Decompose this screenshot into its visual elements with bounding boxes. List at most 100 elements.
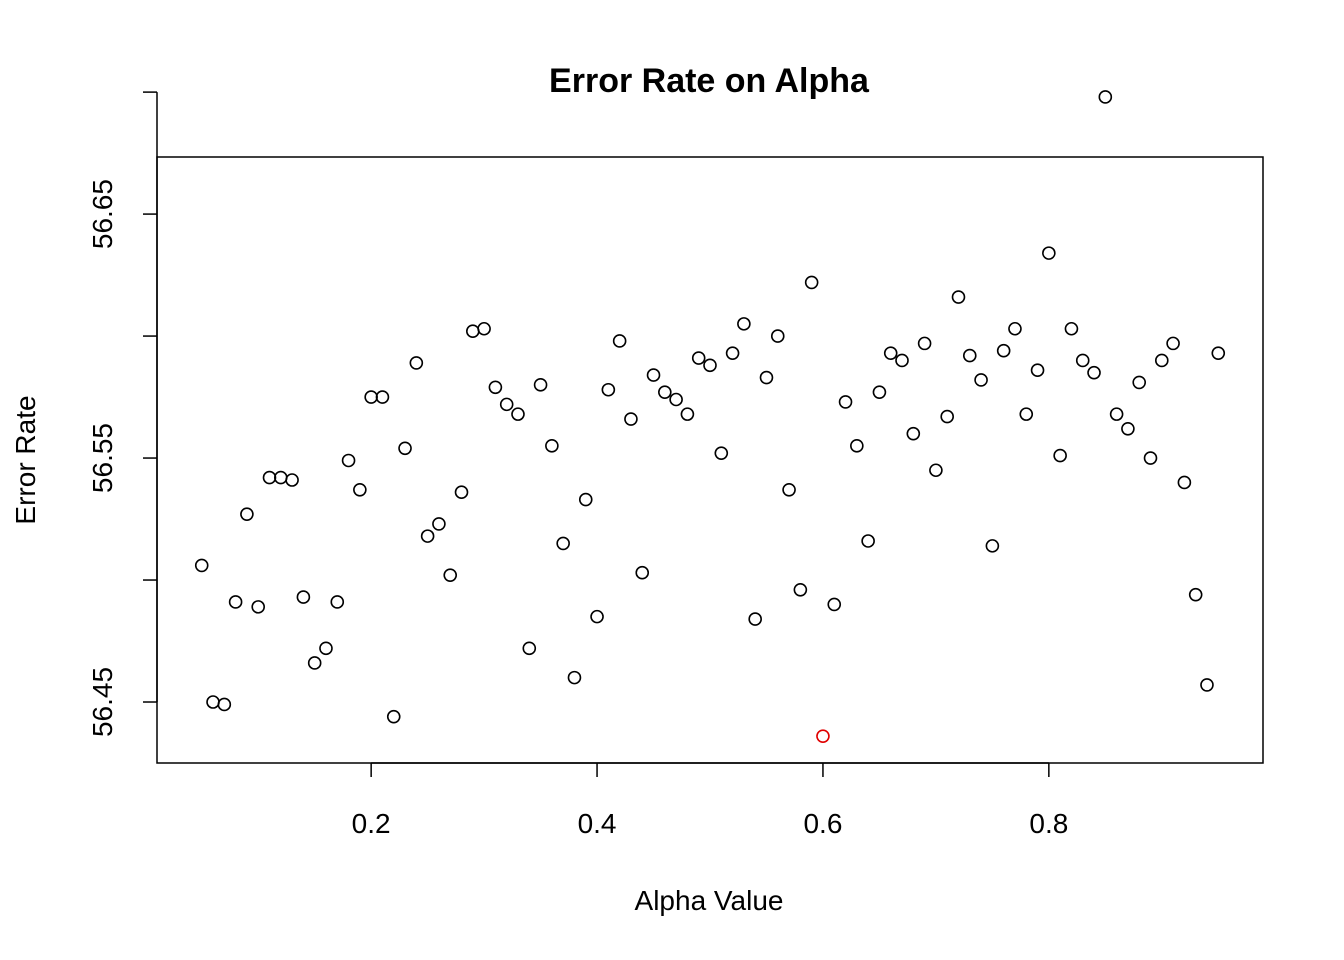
data-point — [658, 385, 672, 399]
data-point — [217, 697, 232, 712]
data-point — [545, 439, 559, 453]
y-axis: 56.45 56.55 56.65 — [87, 91, 158, 737]
data-point — [511, 407, 525, 421]
data-point — [319, 641, 333, 656]
y-tick-label: 56.65 — [87, 179, 118, 249]
data-point — [454, 485, 469, 500]
data-point — [432, 517, 446, 531]
data-point — [906, 426, 921, 441]
x-tick-label: 0.2 — [352, 808, 391, 839]
data-point — [759, 370, 774, 385]
data-point — [206, 695, 220, 709]
data-point — [499, 397, 514, 412]
data-point — [680, 407, 695, 421]
data-point — [285, 473, 299, 487]
x-axis: 0.2 0.4 0.6 0.8 — [352, 762, 1068, 839]
data-point — [612, 334, 627, 348]
data-point — [590, 609, 604, 624]
data-point — [353, 482, 367, 497]
data-point — [861, 534, 875, 548]
data-point — [782, 482, 796, 497]
data-point — [1064, 321, 1079, 336]
data-point — [646, 368, 661, 382]
data-point — [1042, 246, 1056, 260]
data-point — [940, 409, 954, 424]
data-point — [251, 600, 266, 614]
x-tick-label: 0.4 — [578, 808, 617, 839]
y-axis-label: Error Rate — [10, 395, 41, 524]
data-point — [974, 373, 988, 387]
data-point — [1154, 353, 1169, 368]
data-point — [850, 439, 864, 453]
data-point — [1132, 375, 1147, 390]
data-point — [838, 395, 853, 409]
data-point — [273, 470, 288, 485]
data-point — [1143, 451, 1158, 465]
data-point — [364, 390, 378, 404]
data-point — [443, 568, 458, 582]
data-point — [1098, 90, 1113, 104]
x-axis-label: Alpha Value — [635, 885, 784, 916]
data-point — [1211, 346, 1226, 360]
data-point — [1121, 421, 1135, 436]
data-point — [804, 275, 819, 290]
plot-frame — [156, 156, 1264, 764]
data-point — [1188, 587, 1203, 602]
data-point — [307, 656, 322, 670]
data-point — [466, 324, 480, 338]
data-point — [635, 565, 650, 580]
data-point — [725, 346, 740, 360]
data-point — [262, 470, 277, 485]
data-point — [1166, 336, 1180, 351]
data-point — [1030, 363, 1045, 378]
data-point — [895, 353, 909, 368]
data-point — [1019, 407, 1034, 421]
data-point — [748, 612, 762, 626]
data-point — [827, 597, 842, 612]
data-point — [996, 343, 1011, 358]
data-point — [985, 539, 1000, 553]
data-point — [477, 321, 491, 336]
data-point — [533, 378, 548, 392]
data-point — [962, 348, 977, 363]
data-point — [691, 351, 706, 365]
data-point — [375, 390, 390, 404]
data-point — [951, 290, 966, 304]
data-point — [556, 536, 570, 551]
data-point — [330, 595, 345, 609]
data-point — [737, 317, 751, 331]
chart-title: Error Rate on Alpha — [549, 62, 870, 100]
highlight-point — [816, 729, 830, 743]
data-point — [578, 492, 593, 507]
data-point — [770, 329, 785, 343]
x-tick-label: 0.6 — [803, 808, 842, 839]
data-point — [1008, 321, 1022, 336]
data-point — [1177, 475, 1192, 490]
data-point — [1200, 678, 1214, 692]
data-point — [883, 346, 898, 360]
data-point — [398, 441, 412, 456]
data-point — [341, 453, 356, 468]
data-point — [296, 590, 311, 604]
y-tick-label: 56.45 — [87, 667, 118, 737]
data-point — [567, 670, 582, 685]
data-point — [1075, 353, 1090, 368]
data-point — [669, 392, 683, 407]
data-point — [409, 356, 424, 370]
data-point — [194, 558, 209, 573]
data-point — [793, 582, 808, 597]
data-point — [703, 358, 717, 373]
data-point — [488, 380, 503, 395]
data-point — [714, 446, 729, 460]
data-point — [240, 507, 254, 521]
x-tick-label: 0.8 — [1029, 808, 1068, 839]
data-point — [522, 641, 537, 656]
data-point — [601, 382, 616, 397]
data-point — [1109, 407, 1124, 421]
data-point — [929, 463, 943, 478]
data-points — [194, 90, 1226, 743]
data-point — [872, 385, 887, 399]
data-point — [1053, 448, 1067, 463]
data-point — [386, 709, 401, 724]
